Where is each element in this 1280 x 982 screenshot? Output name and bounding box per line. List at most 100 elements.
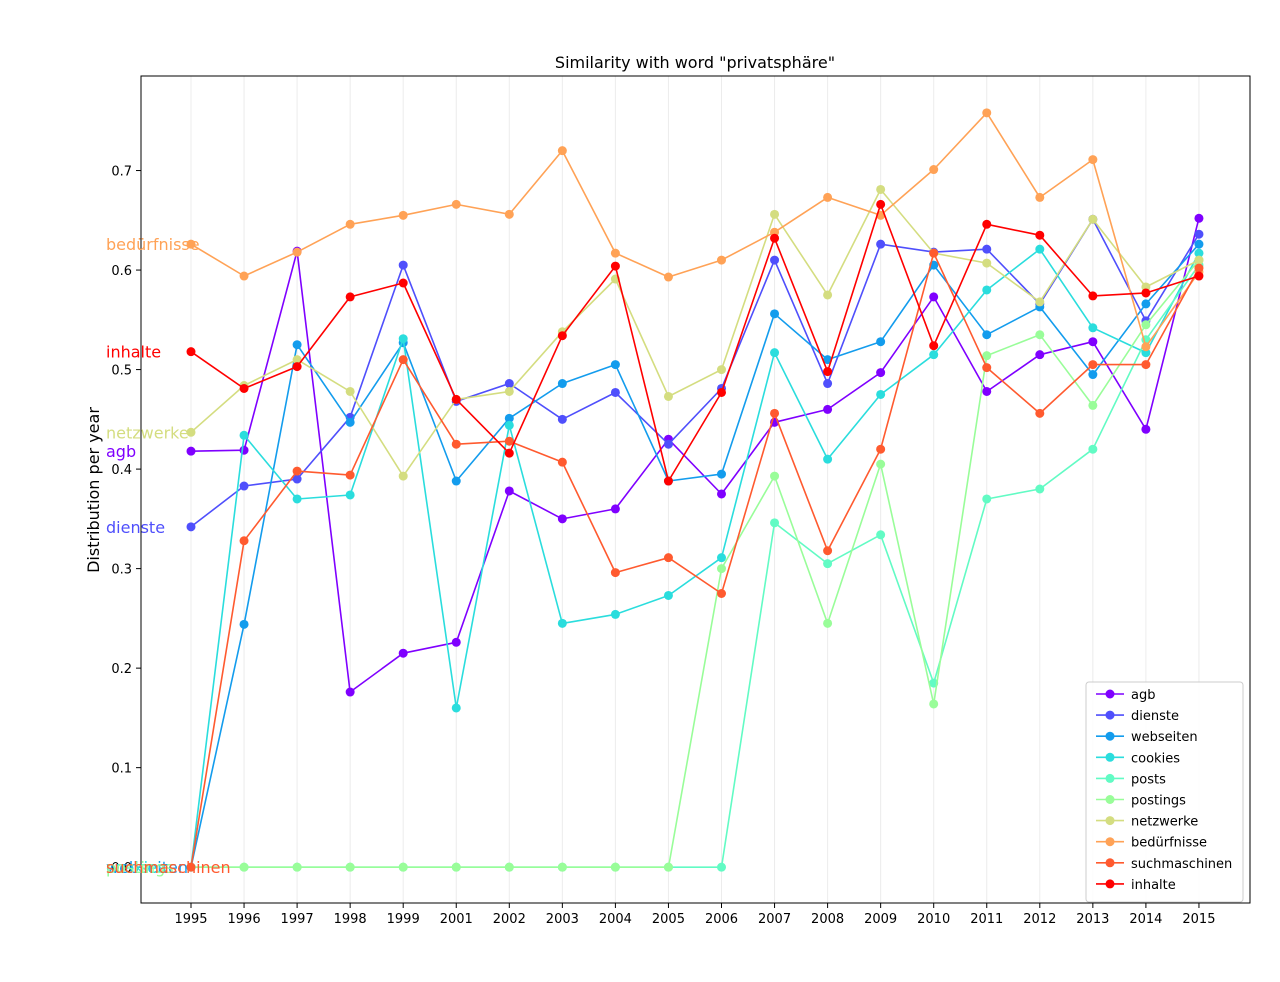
legend-label: inhalte [1131, 878, 1176, 893]
series-label-suchmaschinen: suchmaschinen [106, 858, 231, 877]
data-point [451, 476, 461, 486]
data-point [717, 469, 726, 479]
data-point [982, 386, 992, 396]
data-point [345, 470, 355, 480]
data-point [717, 588, 726, 598]
data-point [451, 703, 461, 713]
data-point [610, 568, 620, 578]
series-cookies [186, 244, 1204, 872]
data-point [398, 471, 408, 481]
x-tick-label: 1995 [174, 912, 207, 927]
data-point [504, 486, 514, 496]
data-point [610, 360, 620, 370]
data-point [504, 420, 514, 430]
legend-entry: postings [1096, 794, 1186, 809]
series-label-inhalte: inhalte [106, 343, 161, 362]
data-point [1035, 408, 1045, 418]
data-point [292, 340, 302, 350]
data-point [1194, 248, 1204, 258]
data-point [186, 446, 196, 456]
series-line [190, 112, 1200, 348]
data-point [610, 387, 620, 397]
data-point [929, 699, 939, 709]
x-tick-label: 2008 [811, 912, 844, 927]
data-point [876, 199, 886, 209]
data-point [1035, 330, 1045, 340]
chart-title: Similarity with word "privatsphäre" [555, 53, 835, 72]
data-point [398, 355, 408, 365]
data-point [557, 514, 567, 524]
data-point [823, 379, 833, 389]
data-point [823, 404, 833, 414]
data-point [1088, 400, 1098, 410]
legend-marker [1105, 879, 1115, 889]
data-point [504, 436, 514, 446]
data-point [610, 862, 620, 872]
data-point [663, 391, 673, 401]
series-label-bedürfnisse: bedürfnisse [106, 235, 200, 254]
data-point [663, 272, 673, 282]
data-point [239, 445, 249, 455]
data-point [1088, 370, 1098, 380]
data-point [239, 536, 249, 546]
data-point [239, 481, 249, 491]
data-point [451, 199, 461, 209]
data-point [876, 184, 886, 194]
data-point [557, 618, 567, 628]
data-point [929, 341, 939, 351]
data-point [1035, 297, 1045, 307]
data-point [504, 386, 514, 396]
data-point [186, 347, 196, 357]
legend-entry: dienste [1096, 709, 1179, 724]
data-point [292, 355, 302, 365]
data-point [717, 564, 726, 574]
legend-marker [1105, 731, 1115, 741]
series-bedürfnisse [186, 108, 1204, 352]
data-point [451, 439, 461, 449]
data-point [504, 413, 514, 423]
data-point [1194, 229, 1204, 239]
data-point [239, 271, 249, 281]
plot-frame [140, 75, 1251, 904]
legend-marker [1105, 773, 1115, 783]
data-point [398, 260, 408, 270]
data-point [982, 494, 992, 504]
data-point [345, 219, 355, 229]
data-point [292, 862, 302, 872]
legend-entry: webseiten [1096, 730, 1198, 745]
data-point [557, 146, 567, 156]
data-point [504, 862, 514, 872]
data-point [1194, 213, 1204, 223]
data-point [823, 546, 833, 556]
data-point [982, 219, 992, 229]
legend-label: webseiten [1131, 730, 1198, 745]
data-point [663, 590, 673, 600]
data-point [876, 389, 886, 399]
legend-marker [1105, 837, 1115, 847]
x-tick-label: 2011 [970, 912, 1003, 927]
data-point [1088, 323, 1098, 333]
x-tick-label: 2009 [864, 912, 897, 927]
legend-label: netzwerke [1131, 815, 1198, 830]
data-point [1035, 484, 1045, 494]
data-point [1194, 263, 1204, 273]
data-point [1141, 288, 1151, 298]
y-axis-label: Distribution per year [84, 407, 103, 573]
series-label-cookies: cookies [106, 858, 166, 877]
series-label-posts: posts [106, 858, 149, 877]
legend-label: dienste [1131, 709, 1179, 724]
series-label-netzwerke: netzwerke [106, 423, 189, 442]
data-point [1088, 360, 1098, 370]
legend-entry: bedürfnisse [1096, 836, 1207, 851]
y-tick-label: 0.0 [111, 861, 132, 876]
data-point [663, 862, 673, 872]
legend-entry: netzwerke [1096, 815, 1198, 830]
data-point [557, 379, 567, 389]
data-point [1194, 239, 1204, 249]
data-point [1141, 360, 1151, 370]
data-point [929, 292, 939, 302]
legend-marker [1105, 689, 1115, 699]
legend: agb dienste webseiten cookies posts postings n… [1085, 681, 1244, 903]
data-point [1035, 230, 1045, 240]
